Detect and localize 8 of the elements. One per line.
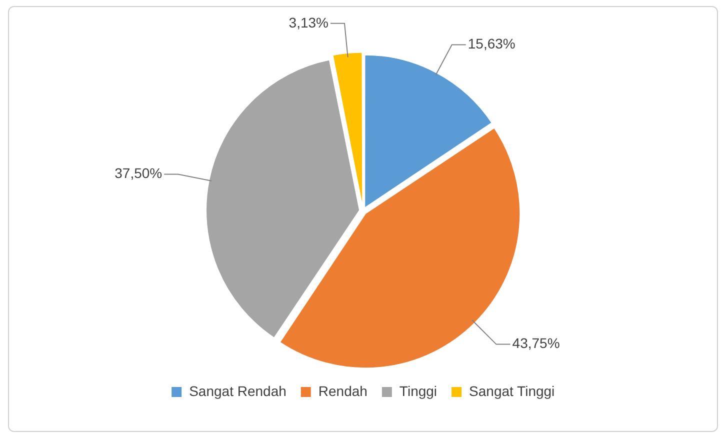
legend-label: Sangat Tinggi [469, 382, 555, 399]
legend-label: Rendah [318, 382, 368, 399]
data-label: 37,50% [114, 165, 162, 182]
data-label: 43,75% [512, 335, 560, 352]
legend-label: Sangat Rendah [189, 382, 286, 399]
data-label: 3,13% [288, 14, 328, 30]
legend-label: Tinggi [399, 382, 438, 399]
data-label: 15,63% [468, 36, 516, 52]
